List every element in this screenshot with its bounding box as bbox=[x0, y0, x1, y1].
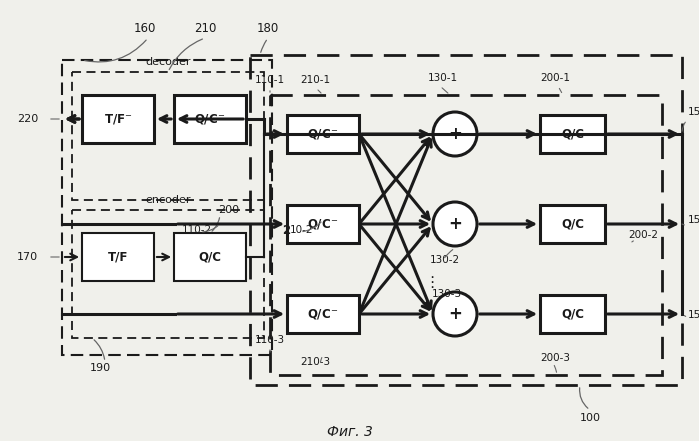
Text: 210: 210 bbox=[194, 22, 216, 34]
Text: 190: 190 bbox=[89, 363, 110, 373]
Bar bbox=[540, 295, 605, 333]
Bar bbox=[287, 205, 359, 243]
Text: ⋮: ⋮ bbox=[424, 274, 440, 289]
Bar bbox=[287, 295, 359, 333]
Text: 130-2: 130-2 bbox=[430, 255, 460, 265]
Text: Q/C$^{-}$: Q/C$^{-}$ bbox=[308, 127, 338, 141]
Text: Q/C: Q/C bbox=[561, 307, 584, 321]
Text: 10-2: 10-2 bbox=[290, 225, 313, 235]
Text: 220: 220 bbox=[17, 114, 38, 124]
Text: 200-1: 200-1 bbox=[540, 73, 570, 83]
Text: 200-3: 200-3 bbox=[540, 353, 570, 363]
Bar bbox=[287, 115, 359, 153]
Text: 110-1: 110-1 bbox=[255, 75, 285, 85]
Bar bbox=[270, 95, 662, 375]
Bar bbox=[174, 95, 246, 143]
Text: T/F: T/F bbox=[108, 250, 128, 264]
Bar bbox=[82, 233, 154, 281]
Text: 130-3: 130-3 bbox=[432, 289, 462, 299]
Text: 200: 200 bbox=[218, 205, 239, 215]
Bar bbox=[250, 55, 682, 385]
Text: decoder: decoder bbox=[145, 57, 191, 67]
Text: 150-2: 150-2 bbox=[688, 215, 699, 225]
Text: Q/C$^{-}$: Q/C$^{-}$ bbox=[194, 112, 226, 126]
Text: 170: 170 bbox=[17, 252, 38, 262]
Text: Q/C: Q/C bbox=[199, 250, 222, 264]
Text: Q/C$^{-}$: Q/C$^{-}$ bbox=[308, 307, 338, 321]
Text: Q/C: Q/C bbox=[561, 217, 584, 231]
Text: 200-2: 200-2 bbox=[628, 230, 658, 240]
Circle shape bbox=[433, 112, 477, 156]
Bar bbox=[540, 115, 605, 153]
Text: +: + bbox=[448, 125, 462, 143]
Text: encoder: encoder bbox=[145, 195, 191, 205]
Text: T/F$^{-}$: T/F$^{-}$ bbox=[103, 112, 132, 126]
Text: 110-3: 110-3 bbox=[255, 335, 285, 345]
Text: 110-2: 110-2 bbox=[182, 225, 212, 235]
Circle shape bbox=[433, 292, 477, 336]
Text: +: + bbox=[448, 215, 462, 233]
Text: Q/C$^{-}$: Q/C$^{-}$ bbox=[308, 217, 338, 231]
Bar bbox=[174, 233, 246, 281]
Text: 210-3: 210-3 bbox=[300, 357, 330, 367]
Text: Q/C: Q/C bbox=[561, 127, 584, 141]
Bar bbox=[82, 95, 154, 143]
Text: 180: 180 bbox=[257, 22, 279, 34]
Text: 150-1: 150-1 bbox=[688, 107, 699, 117]
Bar bbox=[72, 72, 264, 200]
Text: 150-3: 150-3 bbox=[688, 310, 699, 320]
Text: 130-1: 130-1 bbox=[428, 73, 458, 83]
Text: 2: 2 bbox=[282, 224, 290, 236]
Bar bbox=[62, 60, 272, 355]
Circle shape bbox=[433, 202, 477, 246]
Text: +: + bbox=[448, 305, 462, 323]
Text: 210-1: 210-1 bbox=[300, 75, 330, 85]
Bar bbox=[540, 205, 605, 243]
Text: Фиг. 3: Фиг. 3 bbox=[326, 425, 373, 439]
Text: 100: 100 bbox=[579, 413, 600, 423]
Bar bbox=[72, 210, 264, 338]
Text: 160: 160 bbox=[134, 22, 156, 34]
